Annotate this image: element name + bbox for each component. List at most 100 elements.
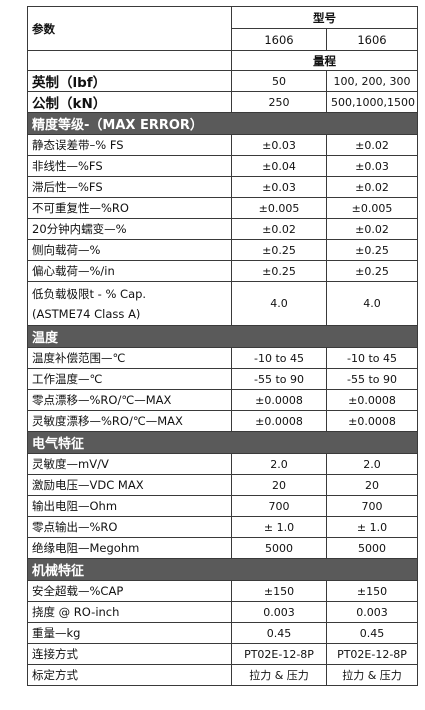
spec-label: 安全超载—%CAP	[27, 580, 232, 602]
spec-label: 零点漂移—%RO/℃—MAX	[27, 389, 232, 411]
spec-label: 灵敏度漂移—%RO/℃—MAX	[27, 410, 232, 432]
spec-row: 重量—kg 0.45 0.45	[27, 622, 418, 644]
spec-value-b: ±0.005	[326, 197, 418, 219]
spec-label: 偏心载荷—%/in	[27, 260, 232, 282]
spec-value-b: 0.45	[326, 622, 418, 644]
capacity-value-b: 500,1000,1500	[326, 91, 418, 113]
spec-label: 静态误差带–% FS	[27, 134, 232, 156]
spec-value-a: ±0.005	[231, 197, 327, 219]
spec-label: 非线性—%FS	[27, 155, 232, 177]
spec-value-a: ±0.0008	[231, 410, 327, 432]
spec-label: 零点输出—%RO	[27, 516, 232, 538]
spec-row: 工作温度—℃ -55 to 90 -55 to 90	[27, 368, 418, 390]
spec-label: 工作温度—℃	[27, 368, 232, 390]
spec-value-a: ±0.25	[231, 260, 327, 282]
spec-row: 非线性—%FS ±0.04 ±0.03	[27, 155, 418, 177]
spec-value-b: -10 to 45	[326, 347, 418, 369]
low-load-row: 低负载极限t - % Cap. (ASTME74 Class A) 4.0 4.…	[27, 281, 418, 326]
low-load-label-line2: (ASTME74 Class A)	[32, 306, 141, 321]
spec-row: 标定方式 拉力 & 压力 拉力 & 压力	[27, 664, 418, 686]
spec-row: 灵敏度漂移—%RO/℃—MAX ±0.0008 ±0.0008	[27, 410, 418, 432]
spec-value-a: 20	[231, 474, 327, 496]
low-load-label-line1: 低负载极限t - % Cap.	[32, 286, 147, 301]
spec-label: 灵敏度—mV/V	[27, 453, 232, 475]
spec-value-b: 5000	[326, 537, 418, 559]
spec-row: 激励电压—VDC MAX 20 20	[27, 474, 418, 496]
low-load-value-b: 4.0	[326, 281, 418, 326]
spec-row: 静态误差带–% FS ±0.03 ±0.02	[27, 134, 418, 156]
capacity-row: 英制（lbf） 50 100, 200, 300	[27, 70, 418, 92]
spec-value-b: ± 1.0	[326, 516, 418, 538]
spec-value-b: PT02E-12-8P	[326, 643, 418, 665]
spec-value-b: 20	[326, 474, 418, 496]
capacity-label: 公制（kN）	[27, 91, 232, 113]
spec-table: 参数 型号 1606 1606 量程 英制（lbf） 50 100, 200, …	[27, 6, 418, 686]
section-header-accuracy: 精度等级-（MAX ERROR）	[27, 112, 418, 135]
spec-value-b: 2.0	[326, 453, 418, 475]
spec-label: 连接方式	[27, 643, 232, 665]
spec-value-a: 拉力 & 压力	[231, 664, 327, 686]
section-header-temperature: 温度	[27, 325, 418, 348]
spec-value-b: 700	[326, 495, 418, 517]
spec-value-a: ±0.03	[231, 176, 327, 198]
spec-value-b: ±0.0008	[326, 389, 418, 411]
spec-value-b: ±0.25	[326, 239, 418, 261]
spec-value-b: ±0.0008	[326, 410, 418, 432]
spec-value-b: 0.003	[326, 601, 418, 623]
spec-value-a: ± 1.0	[231, 516, 327, 538]
spec-value-b: ±0.03	[326, 155, 418, 177]
spec-label: 重量—kg	[27, 622, 232, 644]
spec-row: 零点漂移—%RO/℃—MAX ±0.0008 ±0.0008	[27, 389, 418, 411]
capacity-value-a: 250	[231, 91, 327, 113]
spec-row: 滞后性—%FS ±0.03 ±0.02	[27, 176, 418, 198]
spec-value-a: ±0.0008	[231, 389, 327, 411]
spec-label: 20分钟内蠕变—%	[27, 218, 232, 240]
spec-value-b: ±150	[326, 580, 418, 602]
spec-row: 不可重复性—%RO ±0.005 ±0.005	[27, 197, 418, 219]
model-header: 型号	[231, 6, 418, 29]
spec-row: 零点输出—%RO ± 1.0 ± 1.0	[27, 516, 418, 538]
param-header: 参数	[27, 6, 232, 51]
capacity-value-b: 100, 200, 300	[326, 70, 418, 92]
spec-value-a: ±150	[231, 580, 327, 602]
spec-row: 灵敏度—mV/V 2.0 2.0	[27, 453, 418, 475]
spec-value-a: 0.003	[231, 601, 327, 623]
spec-label: 标定方式	[27, 664, 232, 686]
spec-row: 输出电阻—Ohm 700 700	[27, 495, 418, 517]
spec-row: 偏心载荷—%/in ±0.25 ±0.25	[27, 260, 418, 282]
spec-value-b: ±0.02	[326, 134, 418, 156]
section-header-mechanical: 机械特征	[27, 558, 418, 581]
capacity-label: 英制（lbf）	[27, 70, 232, 92]
spec-label: 挠度 @ RO-inch	[27, 601, 232, 623]
spec-value-a: PT02E-12-8P	[231, 643, 327, 665]
spec-row: 温度补偿范围—℃ -10 to 45 -10 to 45	[27, 347, 418, 369]
spec-label: 绝缘电阻—Megohm	[27, 537, 232, 559]
spec-label: 输出电阻—Ohm	[27, 495, 232, 517]
spec-row: 绝缘电阻—Megohm 5000 5000	[27, 537, 418, 559]
spec-value-a: 2.0	[231, 453, 327, 475]
spec-value-a: -10 to 45	[231, 347, 327, 369]
spec-value-a: 700	[231, 495, 327, 517]
spec-value-b: ±0.02	[326, 218, 418, 240]
spec-value-a: 5000	[231, 537, 327, 559]
spec-value-b: ±0.25	[326, 260, 418, 282]
spec-label: 不可重复性—%RO	[27, 197, 232, 219]
spec-row: 安全超载—%CAP ±150 ±150	[27, 580, 418, 602]
spec-label: 激励电压—VDC MAX	[27, 474, 232, 496]
spec-label: 侧向载荷—%	[27, 239, 232, 261]
section-header-electrical: 电气特征	[27, 431, 418, 454]
low-load-label: 低负载极限t - % Cap. (ASTME74 Class A)	[27, 281, 232, 326]
spec-row: 挠度 @ RO-inch 0.003 0.003	[27, 601, 418, 623]
spec-label: 滞后性—%FS	[27, 176, 232, 198]
spec-value-a: ±0.02	[231, 218, 327, 240]
spec-value-b: ±0.02	[326, 176, 418, 198]
spec-value-b: -55 to 90	[326, 368, 418, 390]
model-b: 1606	[326, 28, 418, 51]
spec-value-b: 拉力 & 压力	[326, 664, 418, 686]
model-a: 1606	[231, 28, 327, 51]
spec-value-a: 0.45	[231, 622, 327, 644]
spec-row: 20分钟内蠕变—% ±0.02 ±0.02	[27, 218, 418, 240]
spec-value-a: ±0.04	[231, 155, 327, 177]
low-load-value-a: 4.0	[231, 281, 327, 326]
spec-value-a: -55 to 90	[231, 368, 327, 390]
